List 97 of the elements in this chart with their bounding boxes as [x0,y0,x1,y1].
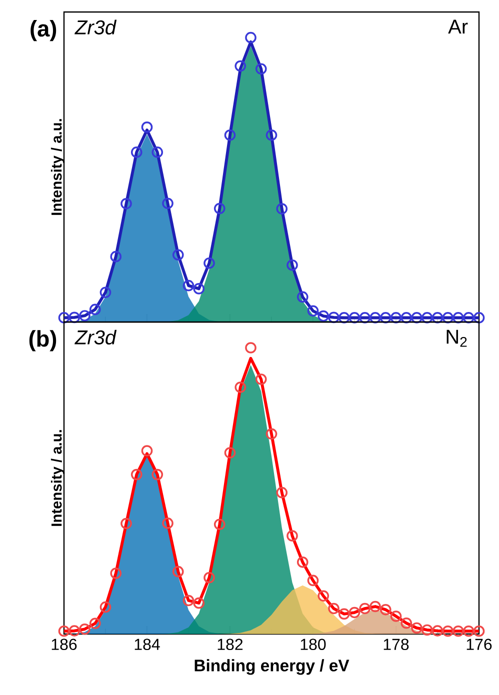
point [214,518,226,530]
point [141,122,153,133]
point [400,312,412,324]
point [359,602,371,614]
point [245,342,256,354]
x-tick-label: 184 [134,638,160,650]
text: Ar [448,20,468,34]
point [214,202,226,214]
point [255,374,267,385]
point [193,597,205,609]
point [348,606,360,618]
point [473,312,485,324]
y-axis-title: Intensity / a.u. [50,430,65,526]
point [89,304,101,316]
point [68,625,80,637]
point [162,198,174,210]
point [390,312,402,324]
point [452,312,464,324]
point [234,382,246,393]
point [89,618,101,630]
point [100,601,112,613]
point [348,312,360,324]
point [58,312,70,324]
point [100,286,112,298]
point [442,625,454,637]
point [338,312,350,324]
point [276,486,288,498]
point [380,312,392,324]
point [328,602,340,614]
point [442,312,454,324]
point [370,600,381,612]
point [172,566,184,578]
point [141,445,153,456]
point [224,447,236,458]
point [318,590,330,602]
point [204,572,215,584]
point [411,622,422,634]
point [162,518,174,529]
point [130,146,142,158]
x-tick-label: 178 [384,638,409,650]
point [182,280,194,292]
point [328,312,340,324]
point [452,625,464,637]
chart-title: (a) [30,20,56,42]
point [79,623,90,635]
point [421,624,433,636]
point [255,63,267,75]
point [338,608,350,620]
point [359,312,371,324]
x-tick-label: 182 [218,638,243,650]
point [172,249,184,261]
point [462,625,474,637]
chart-title: (b) [29,330,56,352]
point [473,625,485,637]
y-axis-title: Intensity / a.u. [50,119,65,215]
point [120,198,132,210]
point [307,574,319,586]
point [276,203,288,214]
point [296,291,308,303]
point [79,310,90,322]
point [421,312,433,324]
point [286,259,298,271]
point [370,312,381,324]
point [307,305,319,317]
point [462,312,474,324]
point [130,468,142,480]
point [380,604,392,616]
x-tick-label: 176 [466,638,492,650]
point [193,283,205,294]
text: N$_{2}$ [446,330,467,347]
point [224,129,236,141]
point [68,312,80,324]
point [318,310,330,322]
point [152,146,164,158]
text: Zr3d [74,330,117,345]
point [296,556,308,568]
point [245,32,256,44]
point [411,312,422,324]
point [182,594,194,606]
x-tick-label: 180 [300,638,326,650]
text: Zr3d [74,20,117,34]
point [390,610,402,622]
x-axis-title: Binding energy / eV [194,659,350,675]
point [266,129,278,141]
point [110,250,122,262]
point [432,625,444,637]
point [234,60,246,72]
point [120,518,132,530]
point [432,312,444,324]
point [152,468,164,480]
point [286,530,298,542]
point [110,568,122,579]
x-tick-label: 186 [52,638,77,650]
point [400,617,412,629]
point [204,257,215,269]
point [58,625,70,637]
point [266,428,278,440]
